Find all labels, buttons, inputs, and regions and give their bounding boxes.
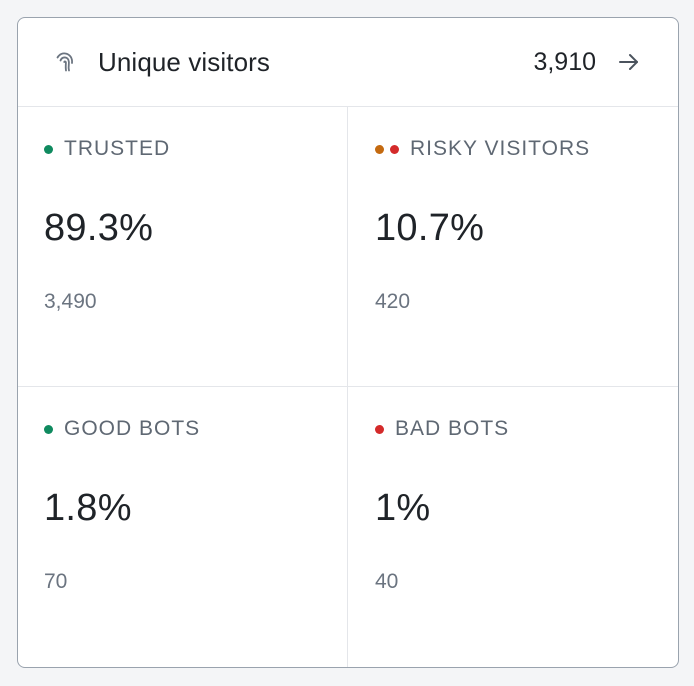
header-count: 3,910 [533,47,596,76]
metric-label: GOOD BOTS [64,417,201,440]
status-dots [44,424,53,434]
metric-label: TRUSTED [64,137,171,160]
status-dots [375,144,399,154]
status-dots [44,144,53,154]
metric-trusted: TRUSTED 89.3% 3,490 [18,107,348,387]
red-dot-icon [375,424,384,434]
red-dot-icon [390,144,399,154]
metric-count: 420 [375,290,411,313]
metric-label: RISKY VISITORS [410,137,591,160]
metric-percent: 1.8% [44,487,132,529]
unique-visitors-card: Unique visitors 3,910 TRUSTED 89.3% 3,49… [17,17,679,668]
metric-count: 40 [375,570,399,593]
fingerprint-icon [54,51,76,73]
arrow-right-icon[interactable] [614,47,644,77]
status-dots [375,424,384,434]
green-dot-icon [44,424,53,434]
metric-percent: 89.3% [44,207,154,249]
metric-percent: 10.7% [375,207,485,249]
metric-percent: 1% [375,487,431,529]
card-header[interactable]: Unique visitors 3,910 [18,18,678,107]
metric-bad-bots: BAD BOTS 1% 40 [348,387,678,667]
metric-good-bots: GOOD BOTS 1.8% 70 [18,387,348,667]
metric-count: 70 [44,570,68,593]
metric-label: BAD BOTS [395,417,510,440]
header-title: Unique visitors [98,46,271,77]
orange-dot-icon [375,144,384,154]
green-dot-icon [44,144,53,154]
metric-risky-visitors: RISKY VISITORS 10.7% 420 [348,107,678,387]
metrics-grid: TRUSTED 89.3% 3,490 RISKY VISITORS 10.7%… [18,107,678,667]
metric-count: 3,490 [44,290,97,313]
